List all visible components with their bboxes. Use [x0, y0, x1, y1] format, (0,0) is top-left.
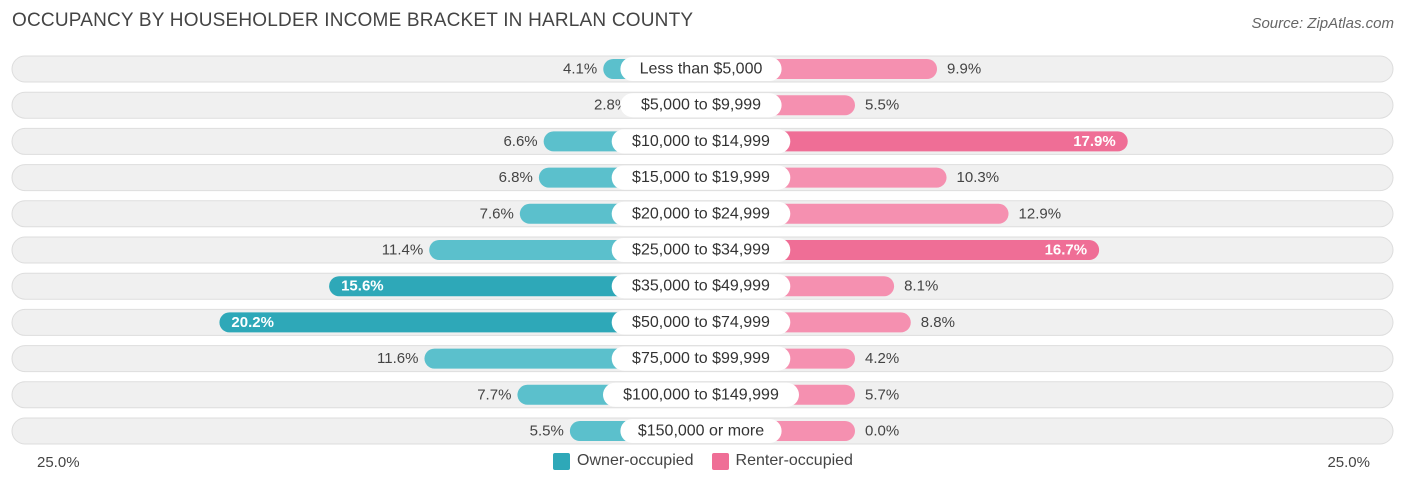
legend-renter-label: Renter-occupied — [735, 452, 853, 469]
category-label: $100,000 to $149,999 — [623, 386, 779, 403]
category-label: $50,000 to $74,999 — [632, 314, 770, 331]
renter-value-label: 5.5% — [865, 97, 899, 114]
owner-bar — [219, 312, 701, 333]
owner-value-label: 15.6% — [341, 278, 384, 295]
owner-value-label: 20.2% — [231, 314, 274, 331]
category-pill — [611, 129, 791, 154]
source-label: Source: ZipAtlas.com — [1251, 15, 1394, 32]
renter-bar — [701, 131, 1128, 152]
renter-value-label: 12.9% — [1019, 205, 1062, 222]
category-pill — [611, 201, 791, 226]
category-pill — [620, 419, 782, 443]
renter-bar — [701, 240, 1100, 260]
category-pill — [620, 93, 782, 118]
legend-renter: Renter-occupied — [711, 452, 853, 470]
owner-value-label: 2.8% — [594, 97, 628, 114]
category-pill — [603, 382, 799, 407]
owner-value-label: 7.6% — [480, 205, 514, 222]
renter-swatch-icon — [711, 452, 729, 470]
axis-left-label: 25.0% — [37, 454, 80, 471]
category-pill — [620, 57, 782, 81]
renter-value-label: 10.3% — [957, 169, 1000, 186]
category-label: $15,000 to $19,999 — [632, 169, 770, 186]
renter-value-label: 5.7% — [865, 386, 899, 403]
category-label: $75,000 to $99,999 — [632, 350, 770, 367]
category-label: $10,000 to $14,999 — [632, 133, 770, 150]
renter-value-label: 9.9% — [947, 61, 981, 78]
owner-value-label: 4.1% — [563, 61, 597, 78]
owner-value-label: 6.6% — [503, 133, 537, 150]
owner-value-label: 11.4% — [382, 242, 423, 259]
category-pill — [611, 310, 791, 335]
category-label: $150,000 or more — [638, 423, 764, 440]
legend: Owner-occupied Renter-occupied — [0, 452, 1406, 470]
owner-value-label: 11.6% — [377, 350, 418, 367]
axis-right-label: 25.0% — [1327, 454, 1370, 471]
renter-value-label: 4.2% — [865, 350, 899, 367]
owner-value-label: 7.7% — [477, 386, 511, 403]
renter-value-label: 0.0% — [865, 423, 899, 440]
legend-owner-label: Owner-occupied — [577, 452, 694, 469]
category-label: $25,000 to $34,999 — [632, 242, 770, 259]
category-label: Less than $5,000 — [640, 61, 763, 78]
category-pill — [611, 238, 791, 262]
renter-value-label: 17.9% — [1073, 133, 1116, 150]
category-label: $5,000 to $9,999 — [641, 97, 761, 114]
owner-bar — [329, 276, 701, 297]
category-label: $20,000 to $24,999 — [632, 205, 770, 222]
owner-value-label: 6.8% — [499, 169, 533, 186]
owner-swatch-icon — [553, 452, 571, 470]
renter-value-label: 8.8% — [921, 314, 955, 331]
renter-value-label: 8.1% — [904, 278, 938, 295]
chart-title: OCCUPANCY BY HOUSEHOLDER INCOME BRACKET … — [12, 10, 694, 31]
category-label: $35,000 to $49,999 — [632, 278, 770, 295]
category-pill — [611, 165, 791, 190]
legend-owner: Owner-occupied — [553, 452, 694, 470]
renter-value-label: 16.7% — [1045, 242, 1088, 259]
chart-area: 4.1% 9.9% Less than $5,000 2.8% 5.5% $5,000 t… — [11, 55, 1394, 445]
category-pill — [611, 346, 791, 371]
owner-value-label: 5.5% — [530, 423, 564, 440]
category-pill — [611, 274, 791, 299]
